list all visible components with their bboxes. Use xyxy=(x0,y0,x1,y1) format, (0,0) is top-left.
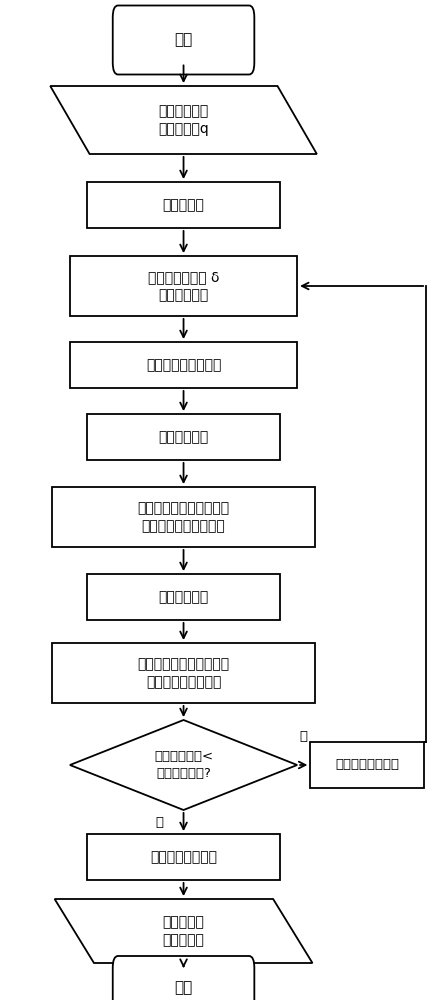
FancyBboxPatch shape xyxy=(113,956,254,1000)
Text: 计算配分函数: 计算配分函数 xyxy=(159,430,208,444)
Polygon shape xyxy=(70,720,297,810)
Bar xyxy=(87,574,280,620)
Text: 以不同时间尺度 δ
划分数据序列: 以不同时间尺度 δ 划分数据序列 xyxy=(148,270,219,302)
Text: 结束: 结束 xyxy=(174,980,193,996)
Bar xyxy=(52,487,315,547)
Polygon shape xyxy=(50,86,317,154)
Text: 开始: 开始 xyxy=(174,32,193,47)
Text: 计算质量指数: 计算质量指数 xyxy=(159,590,208,604)
FancyBboxPatch shape xyxy=(113,6,254,75)
Text: 数据预处理: 数据预处理 xyxy=(163,198,205,212)
Bar xyxy=(52,643,315,703)
Text: 基于勒让德变换计算奇异
性指数及多重分形谱: 基于勒让德变换计算奇异 性指数及多重分形谱 xyxy=(138,657,229,689)
Text: 读取生产数据
及权重因子q: 读取生产数据 及权重因子q xyxy=(158,104,209,136)
Text: 获取下个权重因子: 获取下个权重因子 xyxy=(335,758,399,772)
Bar xyxy=(70,342,297,388)
Bar xyxy=(310,742,424,788)
Bar xyxy=(87,834,280,880)
Text: 当前权重因子<
最大权重因子?: 当前权重因子< 最大权重因子? xyxy=(154,750,213,780)
Text: 是: 是 xyxy=(300,730,308,744)
Bar xyxy=(87,182,280,228)
Polygon shape xyxy=(55,899,312,963)
Text: 最小二乘法拟合配分函数
与时间尺度双对数曲线: 最小二乘法拟合配分函数 与时间尺度双对数曲线 xyxy=(138,501,229,533)
Text: 输出波动程
度特征参数: 输出波动程 度特征参数 xyxy=(163,915,205,947)
Text: 计算各尺度概率测度: 计算各尺度概率测度 xyxy=(146,358,221,372)
Bar xyxy=(87,414,280,460)
Text: 计算多重分形谱宽: 计算多重分形谱宽 xyxy=(150,850,217,864)
Bar xyxy=(70,256,297,316)
Text: 否: 否 xyxy=(156,816,163,828)
